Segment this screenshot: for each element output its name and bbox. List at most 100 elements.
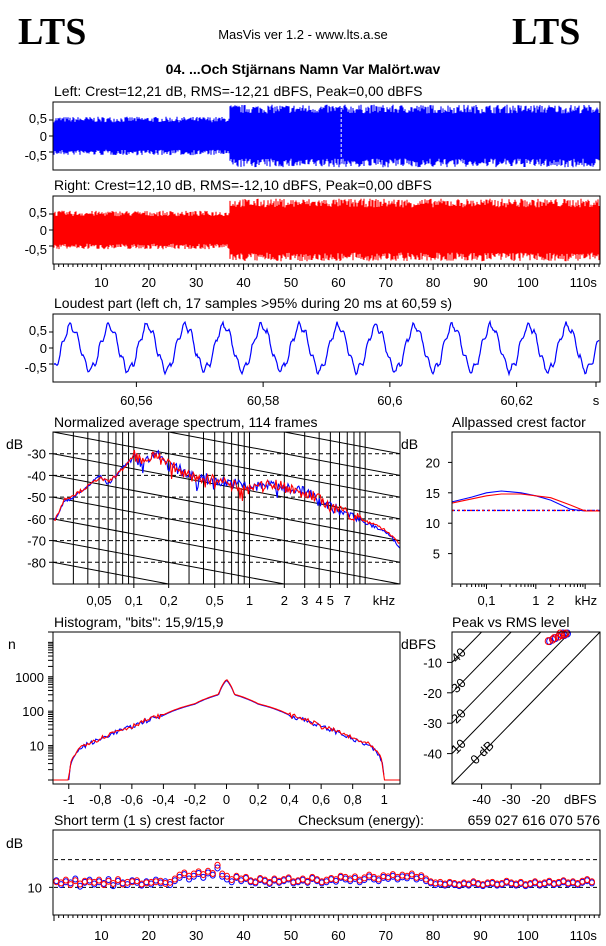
short-term-point — [252, 878, 259, 886]
short-term-point — [95, 876, 103, 884]
peak-rms-frame — [451, 631, 601, 785]
spectrum-title: Normalized average spectrum, 114 frames — [54, 414, 318, 430]
short-term-xtick-label: 80 — [426, 928, 440, 943]
spectrum-xtick-label: 0,1 — [125, 593, 143, 608]
short-term-point — [588, 878, 595, 886]
peak-rms-ytick-label: -30 — [423, 716, 442, 731]
checksum-value: 659 027 616 070 576 — [468, 812, 601, 828]
allpassed-frame — [451, 431, 601, 585]
short-term-xtick-label: 20 — [142, 928, 156, 943]
short-term-point — [167, 878, 174, 886]
histogram-xtick-label: -0,2 — [184, 792, 206, 807]
spectrum-xtick-label: 3 — [301, 593, 308, 608]
short-term-point — [418, 872, 425, 880]
histogram-xtick-label: -1 — [63, 792, 75, 807]
short-term-xtick-label: 40 — [236, 928, 250, 943]
spectrum-xtick-label: 5 — [327, 593, 334, 608]
allpassed-series-line — [451, 490, 600, 512]
peak-rms-ytick-label: -20 — [423, 686, 442, 701]
spectrum-slope-line — [53, 453, 400, 520]
peak-rms-point — [560, 630, 568, 639]
short-term-point — [72, 877, 79, 885]
allpassed-title: Allpassed crest factor — [452, 414, 586, 430]
spectrum-frame — [52, 431, 401, 585]
spectrum-plot: -30 -40 -50 -60 -70 -80 0,05 0,1 0,2 0,5 1 2 3 4 5 7 kHz — [27, 432, 400, 692]
allpassed-series-line — [451, 493, 600, 512]
spectrum-xtick-label: 2 — [281, 593, 288, 608]
spectrum-ytick-label: -80 — [27, 555, 46, 570]
spectrum-ytick-label: -70 — [27, 534, 46, 549]
short-term-point — [242, 873, 250, 881]
spectrum-xtick-label: 1 — [246, 593, 253, 608]
allpassed-xtick-label: 0,1 — [477, 593, 495, 608]
spectrum-xtick-label: kHz — [373, 593, 395, 608]
time-tick-label: 30 — [189, 275, 203, 290]
short-term-point — [209, 870, 216, 877]
allpassed-xtick-label: 1 — [532, 593, 539, 608]
histogram-xtick-label: -0,8 — [89, 792, 111, 807]
checksum-label: Checksum (energy): — [298, 812, 424, 828]
histogram-ytick-label: 10 — [30, 739, 44, 754]
spectrum-slope-line — [53, 627, 400, 692]
spectrum-xtick-label: 0,2 — [160, 593, 178, 608]
loudest-part-plot: 60,56 60,58 60,6 60,62 s — [49, 319, 600, 408]
spectrum-panel: Normalized average spectrum, 114 frames … — [6, 414, 401, 692]
histogram-xtick-label: 1 — [381, 792, 388, 807]
time-tick-label: s — [593, 393, 600, 408]
short-term-point — [110, 879, 117, 887]
waveform-time-axis: 10 20 30 40 50 60 70 80 90 100 110s — [53, 264, 600, 290]
short-term-ytick-label: 10 — [28, 880, 42, 895]
track-title: 04. ...Och Stjärnans Namn Var Malört.wav — [166, 61, 441, 77]
spectrum-slope-line — [53, 561, 172, 584]
left-ytick-label: 0,5 — [29, 111, 47, 126]
crest-diagonal — [452, 632, 483, 664]
spectrum-ytick-label: -60 — [27, 512, 46, 527]
time-tick-label: 50 — [284, 275, 298, 290]
allpassed-ylabel: dB — [401, 436, 418, 452]
loudest-part-panel: Loudest part (left ch, 17 samples >95% d… — [25, 295, 601, 408]
logo-left: LTS — [18, 11, 86, 53]
spectrum-xtick-label: 7 — [344, 593, 351, 608]
spectrum-slope-line — [53, 540, 288, 584]
short-term-point — [200, 871, 207, 879]
crest-diagonal — [452, 632, 600, 784]
spectrum-ytick-label: -40 — [27, 468, 46, 483]
time-tick-label: 10 — [94, 275, 108, 290]
histogram-xtick-label: -0,6 — [121, 792, 143, 807]
right-waveform-title: Right: Crest=12,10 dB, RMS=-12,10 dBFS, … — [54, 177, 432, 193]
short-term-point — [171, 875, 178, 883]
histogram-frame — [52, 631, 401, 785]
spectrum-series-line — [53, 449, 400, 549]
left-ytick-label: 0 — [40, 129, 47, 144]
spectrum-slope-line — [53, 518, 400, 584]
peak-rms-ytick-label: -10 — [423, 655, 442, 670]
crest-diagonal — [452, 632, 542, 724]
spectrum-slope-line — [53, 432, 400, 498]
loud-ytick-label: 0,5 — [29, 323, 47, 338]
right-ytick-label: -0,5 — [25, 242, 47, 257]
short-term-point — [100, 881, 107, 889]
crest-diagonal — [452, 632, 512, 694]
time-tick-label: 60 — [331, 275, 345, 290]
short-term-point — [214, 861, 221, 869]
spectrum-ylabel: dB — [6, 436, 23, 452]
short-term-point — [228, 876, 235, 884]
time-tick-label: 60,56 — [120, 393, 153, 408]
peak-rms-point — [550, 634, 558, 643]
histogram-xtick-label: 0 — [223, 792, 230, 807]
time-tick-label: 40 — [236, 275, 250, 290]
short-term-point — [133, 877, 141, 885]
loudest-part-title: Loudest part (left ch, 17 samples >95% d… — [54, 295, 452, 311]
short-term-point — [67, 881, 74, 889]
time-tick-label: 70 — [379, 275, 393, 290]
allpassed-ytick-label: 10 — [426, 516, 440, 531]
short-term-point — [285, 874, 292, 882]
short-term-xtick-label: 70 — [379, 928, 393, 943]
histogram-xtick-label: 0,8 — [344, 792, 362, 807]
allpassed-plot: 20 15 10 5 0,1 1 2 kHz — [426, 455, 601, 608]
allpassed-xtick-label: kHz — [575, 593, 597, 608]
short-term-point — [214, 864, 221, 872]
time-tick-label: 90 — [473, 275, 487, 290]
peak-rms-point — [556, 629, 564, 638]
